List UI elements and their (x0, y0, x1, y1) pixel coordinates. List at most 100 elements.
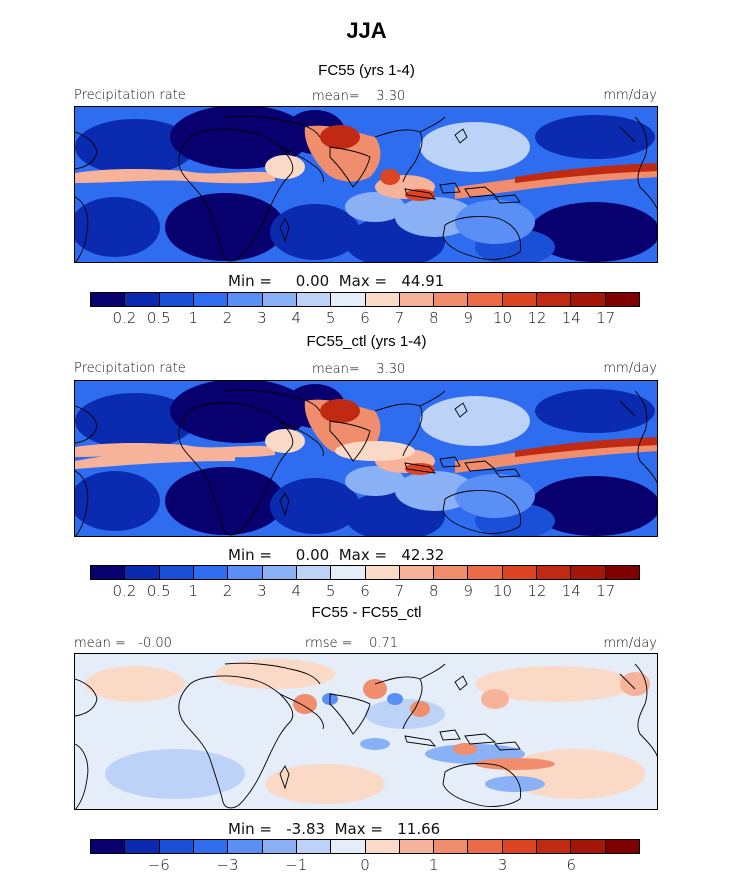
coastline (619, 400, 636, 417)
precip-region (75, 471, 160, 531)
colorbar-swatch (468, 566, 503, 579)
difference-region (485, 776, 545, 792)
colorbar-tick-label: 7 (394, 309, 405, 327)
colorbar-tick-label: −3 (216, 856, 239, 874)
colorbar-swatch (159, 293, 194, 306)
precip-region (420, 122, 530, 172)
colorbar-tick-label: 8 (428, 309, 439, 327)
coastline (404, 462, 437, 474)
colorbar-swatch (228, 293, 263, 306)
panel-1-field-label: Precipitation rate (74, 88, 186, 103)
panel-2-field-label: Precipitation rate (74, 361, 186, 376)
colorbar-swatch (468, 293, 503, 306)
coastline (279, 146, 324, 183)
difference-region (105, 749, 245, 799)
panel-2-colorbar (90, 565, 640, 580)
difference-region (387, 693, 403, 705)
colorbar-tick-label: 2 (222, 309, 233, 327)
precip-region (265, 429, 305, 453)
colorbar-tick-label: 3 (257, 582, 267, 600)
precip-region (75, 197, 160, 257)
panel-2-units-label: mm/day (603, 361, 657, 376)
coastline (404, 735, 437, 747)
colorbar-swatch (605, 566, 639, 579)
coastline (279, 492, 290, 517)
panel-3-rmse-label: rmse = 0.71 (305, 636, 399, 651)
colorbar-tick-label: 12 (527, 309, 547, 327)
precip-region (345, 192, 405, 222)
colorbar-swatch (193, 566, 229, 579)
colorbar-swatch (571, 293, 606, 306)
panel-3-colorbar-ticks: −6 −3 −1 0 1 3 6 (90, 856, 640, 874)
colorbar-swatch (399, 293, 435, 306)
colorbar-tick-label: 14 (561, 582, 581, 600)
coastline (224, 389, 321, 412)
coastline (178, 128, 294, 262)
colorbar-swatch (571, 566, 606, 579)
colorbar-tick-label: 17 (596, 309, 616, 327)
coastline (178, 675, 294, 809)
coastline (279, 420, 324, 457)
colorbar-swatch (159, 566, 194, 579)
coastline (374, 676, 423, 730)
difference-region (620, 672, 650, 696)
colorbar-tick-label: 2 (222, 582, 233, 600)
coastline (619, 673, 636, 690)
coastline (634, 116, 657, 210)
difference-region (265, 764, 385, 804)
colorbar-swatch (228, 566, 263, 579)
precip-region (530, 202, 657, 262)
precip-region (335, 441, 415, 461)
colorbar-tick-label: 4 (291, 309, 302, 327)
panel-1-units-label: mm/day (603, 88, 657, 103)
colorbar-swatch (262, 566, 297, 579)
coastline (224, 662, 321, 685)
coastline (75, 405, 98, 444)
coastline (75, 743, 89, 809)
coastline (419, 663, 446, 680)
precip-region (395, 471, 475, 511)
colorbar-tick-label: 4 (291, 582, 302, 600)
precip-region (165, 193, 285, 261)
colorbar-swatch (537, 566, 572, 579)
panel-2-subtitle: FC55_ctl (yrs 1-4) (306, 333, 427, 350)
coastline (279, 765, 290, 790)
coastline (329, 146, 371, 188)
precip-region (170, 107, 310, 169)
panel-2-map (74, 380, 658, 537)
coastline (442, 490, 522, 534)
difference-region (215, 659, 335, 689)
panel-1-colorbar-ticks: 0.2 0.5 1 2 3 4 5 6 7 8 9 10 12 14 17 (90, 309, 640, 327)
panel-1-min-max: Min = 0.00 Max = 44.91 (228, 272, 445, 290)
precip-region (270, 204, 360, 260)
colorbar-swatch (605, 293, 639, 306)
coastline (454, 675, 468, 691)
colorbar-tick-label: 5 (325, 309, 336, 327)
difference-region (505, 749, 645, 799)
colorbar-swatch (502, 840, 538, 853)
figure-title: JJA (346, 18, 387, 43)
colorbar-tick-label: 0.5 (146, 582, 171, 600)
precip-region (515, 163, 657, 183)
panel-3-map (74, 653, 658, 810)
coastline (634, 390, 657, 484)
colorbar-swatch (399, 840, 435, 853)
precip-region (395, 197, 475, 237)
coastline (464, 186, 497, 198)
coastline (494, 468, 521, 478)
precip-region (75, 393, 195, 449)
colorbar-tick-label: 3 (497, 856, 508, 874)
precip-region (320, 125, 360, 149)
panel-1-mean-label: mean= 3.30 (312, 89, 406, 104)
coastline (439, 456, 461, 468)
colorbar-tick-label: −6 (147, 856, 170, 874)
colorbar-swatch (125, 293, 160, 306)
coastline (75, 196, 89, 262)
colorbar-swatch (468, 840, 503, 853)
colorbar-swatch (331, 293, 366, 306)
coastline (464, 733, 497, 745)
coastline (75, 470, 89, 536)
colorbar-tick-label: 17 (596, 582, 616, 600)
precip-region (455, 474, 535, 518)
difference-region (453, 743, 477, 755)
